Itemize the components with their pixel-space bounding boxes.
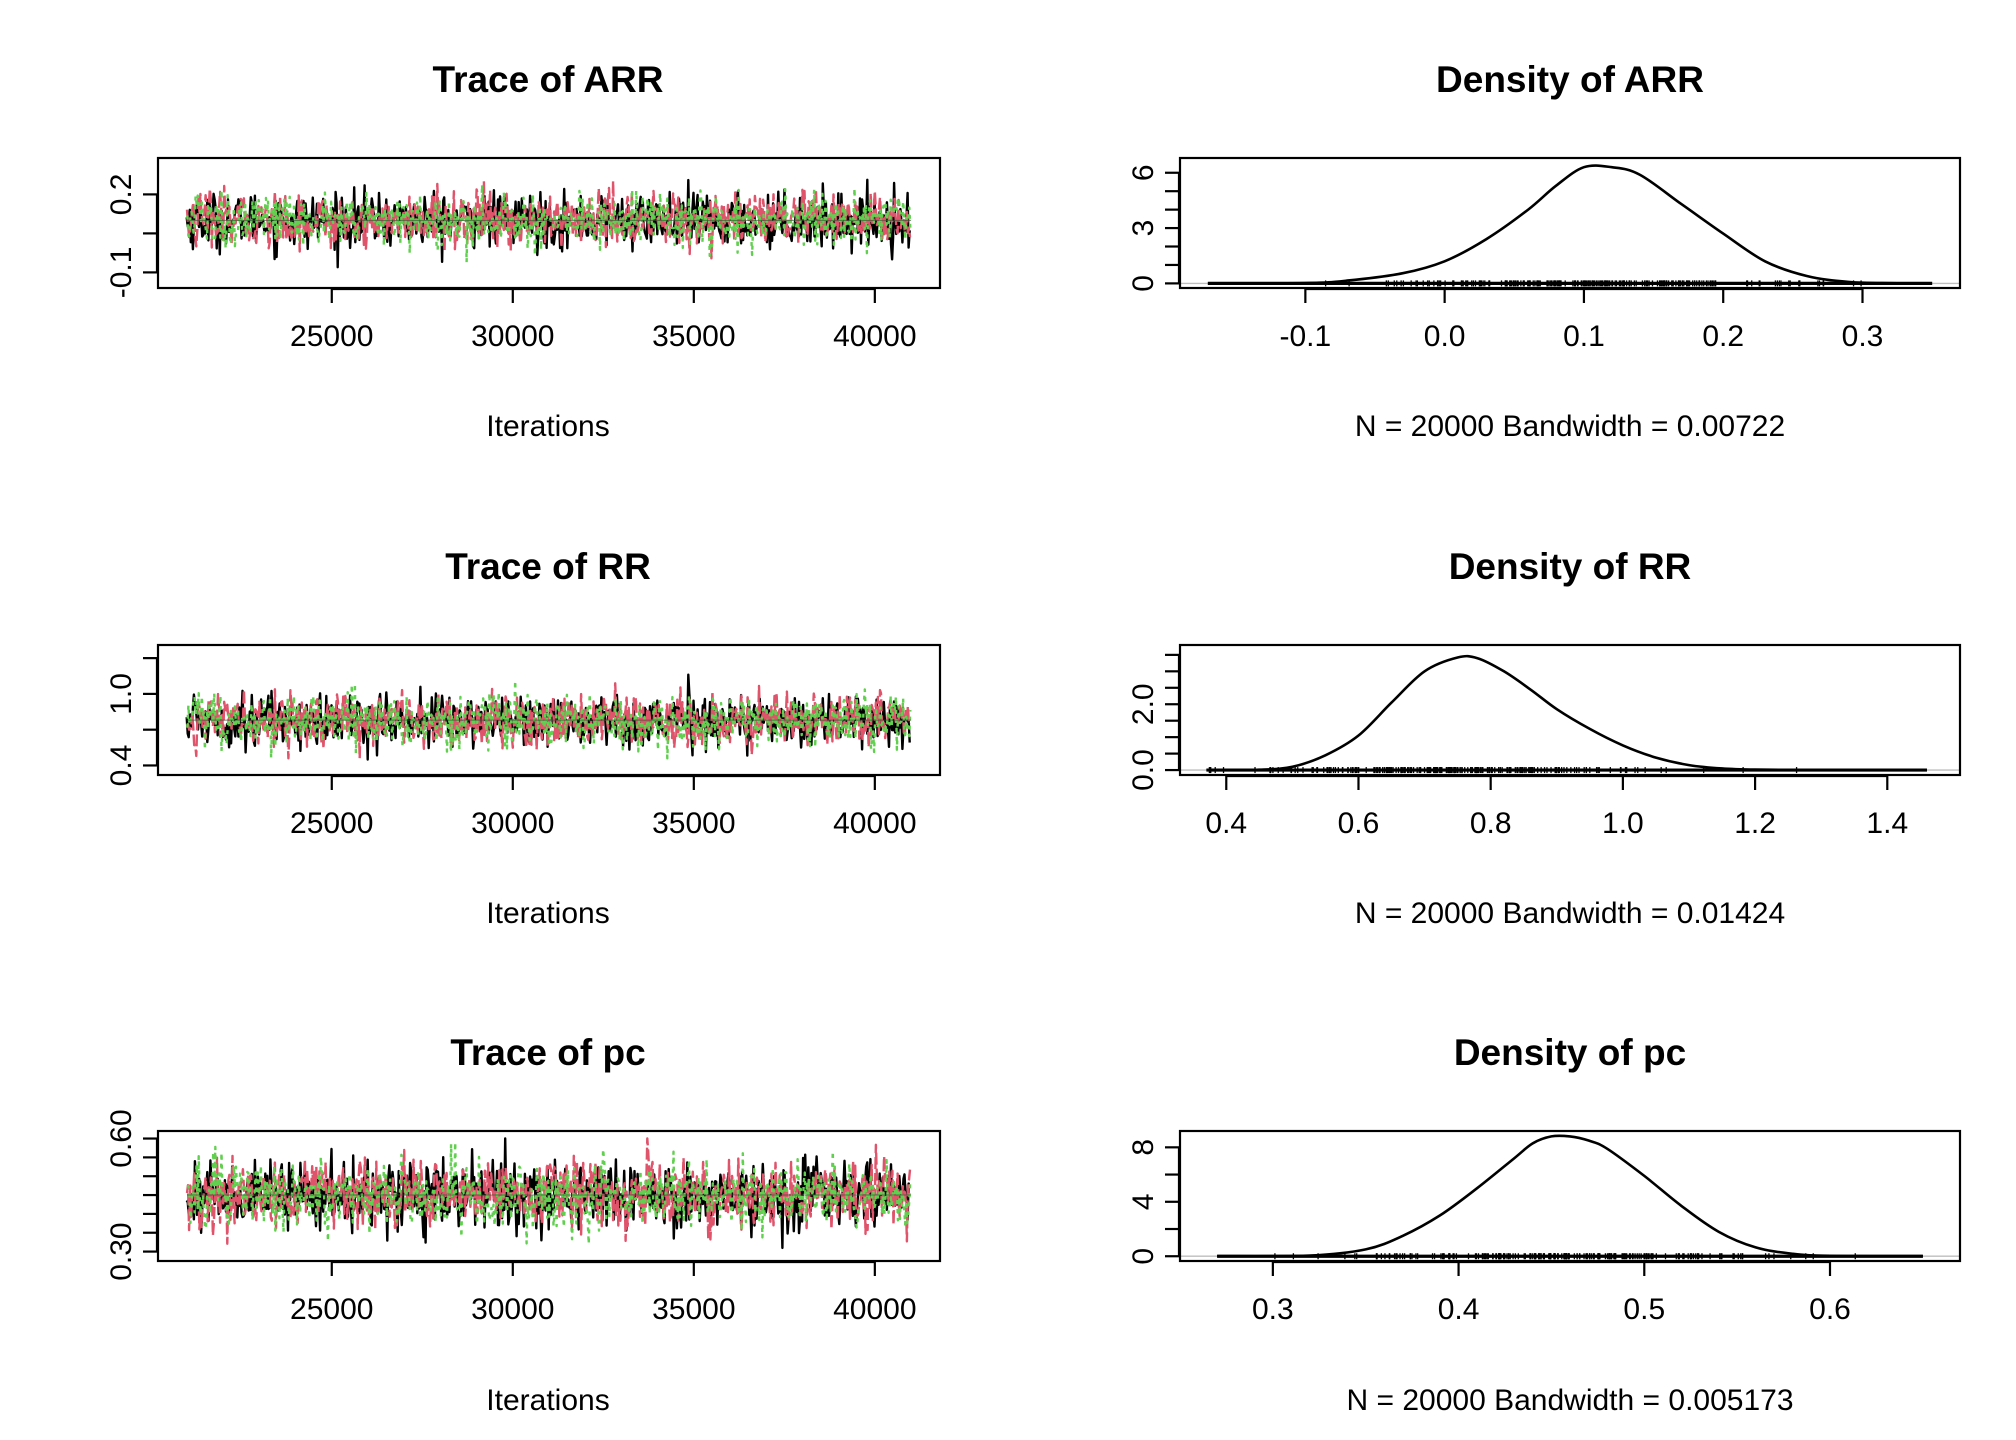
- x-tick-label: 30000: [471, 320, 554, 353]
- y-tick-label: 6: [1127, 164, 1160, 181]
- y-axis: 0 4 8: [1127, 1139, 1181, 1265]
- chart-title: Trace of ARR: [433, 59, 664, 100]
- panel-density-pc: Density of pc 0.3 0.4 0.5 0.6 0 4 8 N = 20000…: [1127, 1032, 1962, 1417]
- x-tick-label: 0.6: [1338, 807, 1380, 840]
- x-axis: 25000 30000 35000 40000: [290, 774, 917, 840]
- panel-density-arr: Density of ARR -0.1 0.0 0.1 0.2 0.3 0 3 6 N = …: [1127, 59, 1962, 443]
- x-axis-label: N = 20000 Bandwidth = 0.01424: [1355, 897, 1785, 930]
- x-tick-label: 25000: [290, 807, 373, 840]
- x-tick-label: 1.0: [1602, 807, 1644, 840]
- trace-series-3: [186, 183, 912, 264]
- x-tick-label: 30000: [471, 807, 554, 840]
- x-axis: 25000 30000 35000 40000: [290, 287, 917, 353]
- y-tick-label: 8: [1127, 1139, 1160, 1156]
- y-axis: 0.4 1.0: [105, 657, 159, 787]
- y-tick-label: 1.0: [105, 673, 138, 715]
- x-tick-label: 25000: [290, 1293, 373, 1326]
- density-plot-area: [1180, 164, 1960, 287]
- chart-title: Trace of pc: [450, 1032, 645, 1073]
- x-axis: -0.1 0.0 0.1 0.2 0.3: [1280, 287, 1884, 353]
- y-axis: 0.30 0.60: [105, 1109, 159, 1281]
- chart-title: Density of pc: [1454, 1032, 1686, 1073]
- y-tick-label: 0.0: [1127, 749, 1160, 791]
- x-tick-label: 0.2: [1702, 320, 1744, 353]
- trace-series-3: [186, 1141, 912, 1246]
- density-plot-area: [1180, 654, 1960, 774]
- x-tick-label: 35000: [652, 320, 735, 353]
- x-tick-label: 0.3: [1842, 320, 1884, 353]
- x-axis: 0.3 0.4 0.5 0.6: [1252, 1260, 1851, 1326]
- panel-trace-rr: Trace of RR 25000 30000 35000 40000 0.41.0 …: [105, 546, 942, 930]
- x-tick-label: -0.1: [1280, 320, 1332, 353]
- x-axis-label: N = 20000 Bandwidth = 0.005173: [1346, 1384, 1793, 1417]
- y-axis: -0.1 0.2: [105, 174, 159, 299]
- x-tick-label: 0.4: [1205, 807, 1247, 840]
- panel-density-rr: Density of RR 0.4 0.6 0.8 1.0 1.2 1.4 0.02.0 …: [1127, 546, 1962, 930]
- plot-frame: [1178, 156, 1962, 290]
- y-tick-label: 4: [1127, 1193, 1160, 1210]
- y-tick-label: 0.60: [105, 1109, 138, 1167]
- trace-plot-area: [185, 1137, 912, 1250]
- y-tick-label: 0.30: [105, 1222, 138, 1280]
- x-tick-label: 40000: [833, 807, 916, 840]
- density-curve: [1206, 654, 1927, 772]
- x-tick-label: 35000: [652, 807, 735, 840]
- panel-trace-arr: Trace of ARR 25000 30000 35000 40000 -0.1 0.…: [105, 59, 942, 443]
- y-axis: 0 3 6: [1127, 164, 1181, 292]
- x-axis: 25000 30000 35000 40000: [290, 1260, 917, 1326]
- trace-plot-area: [185, 178, 912, 269]
- trace-series-2: [185, 179, 912, 260]
- plot-frame: [1178, 1129, 1962, 1263]
- x-tick-label: 0.5: [1623, 1293, 1665, 1326]
- y-tick-label: 0.4: [105, 745, 138, 787]
- x-tick-label: 40000: [833, 320, 916, 353]
- x-axis: 0.4 0.6 0.8 1.0 1.2 1.4: [1205, 774, 1908, 840]
- density-plot-area: [1180, 1134, 1960, 1260]
- y-tick-label: 0: [1127, 1248, 1160, 1265]
- density-curve: [1217, 1134, 1923, 1258]
- chart-title: Density of ARR: [1436, 59, 1704, 100]
- trace-series-3: [186, 679, 912, 760]
- x-axis-label: Iterations: [486, 410, 609, 443]
- y-tick-label: -0.1: [105, 247, 138, 299]
- x-tick-label: 30000: [471, 1293, 554, 1326]
- x-tick-label: 0.0: [1424, 320, 1466, 353]
- chart-title: Density of RR: [1449, 546, 1692, 587]
- x-axis-label: N = 20000 Bandwidth = 0.00722: [1355, 410, 1785, 443]
- x-tick-label: 0.1: [1563, 320, 1605, 353]
- trace-series-2: [185, 1137, 912, 1245]
- x-tick-label: 0.3: [1252, 1293, 1294, 1326]
- y-tick-label: 3: [1127, 220, 1160, 237]
- panel-trace-pc: Trace of pc 25000 30000 35000 40000 0.30 0.6…: [105, 1032, 942, 1417]
- trace-plot-area: [185, 673, 912, 761]
- plot-frame: [1178, 643, 1962, 777]
- x-tick-label: 0.6: [1809, 1293, 1851, 1326]
- y-axis: 0.0 2.0: [1127, 653, 1181, 791]
- density-curve: [1207, 164, 1933, 285]
- x-axis-label: Iterations: [486, 897, 609, 930]
- x-tick-label: 1.2: [1734, 807, 1776, 840]
- x-axis-label: Iterations: [486, 1384, 609, 1417]
- y-tick-label: 0.2: [105, 174, 138, 216]
- y-tick-label: 0: [1127, 275, 1160, 292]
- x-tick-label: 40000: [833, 1293, 916, 1326]
- x-tick-label: 0.4: [1438, 1293, 1480, 1326]
- y-tick-label: 2.0: [1127, 683, 1160, 725]
- chart-title: Trace of RR: [445, 546, 651, 587]
- x-tick-label: 35000: [652, 1293, 735, 1326]
- x-tick-label: 0.8: [1470, 807, 1512, 840]
- x-tick-label: 1.4: [1866, 807, 1908, 840]
- x-tick-label: 25000: [290, 320, 373, 353]
